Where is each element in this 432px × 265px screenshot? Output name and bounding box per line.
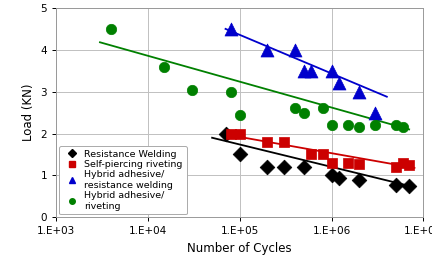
Point [292,106,299,111]
Point [406,184,413,188]
Point [406,163,413,167]
Point [356,125,362,129]
Point [227,131,234,136]
Point [344,123,351,127]
Point [328,161,335,165]
X-axis label: Number of Cycles: Number of Cycles [187,242,292,255]
Point [328,173,335,178]
Point [280,165,287,169]
Point [319,152,326,157]
Point [335,175,342,180]
Point [301,111,308,115]
Point [236,113,243,117]
Point [356,178,362,182]
Point [328,69,335,73]
Point [400,161,407,165]
Point [301,69,308,73]
Point [319,106,326,111]
Point [356,90,362,94]
Point [280,140,287,144]
Point [264,165,271,169]
Point [328,123,335,127]
Legend: Resistance Welding, Self-piercing riveting, Hybrid adhesive/
resistance welding,: Resistance Welding, Self-piercing riveti… [59,146,187,214]
Point [264,48,271,52]
Point [392,183,399,187]
Point [301,165,308,169]
Point [308,69,314,73]
Point [344,161,351,165]
Point [188,87,195,92]
Y-axis label: Load (KN): Load (KN) [22,84,35,141]
Point [264,140,271,144]
Point [372,123,379,127]
Point [292,48,299,52]
Point [227,27,234,31]
Point [236,131,243,136]
Point [356,162,362,166]
Point [227,90,234,94]
Point [372,111,379,115]
Point [392,123,399,127]
Point [108,27,115,31]
Point [400,125,407,129]
Point [222,131,229,136]
Point [392,165,399,169]
Point [161,64,168,69]
Point [308,152,314,157]
Point [335,81,342,85]
Point [236,152,243,157]
